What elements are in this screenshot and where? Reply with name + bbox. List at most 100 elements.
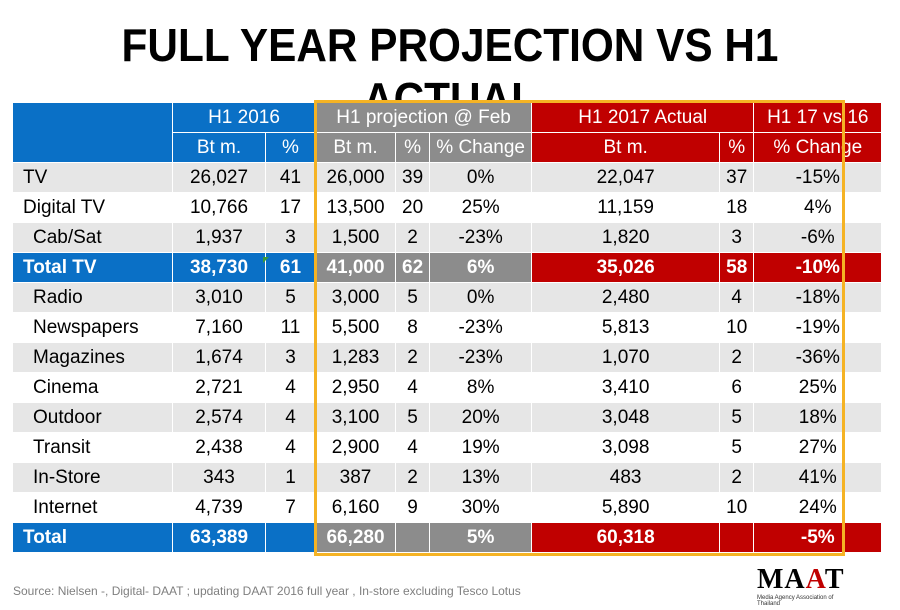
- cell-proj-bt: 2,950: [315, 372, 396, 403]
- cell-h16-bt: 26,027: [172, 162, 266, 193]
- media-spend-table-wrap: H1 2016 H1 projection @ Feb H1 2017 Actu…: [12, 102, 883, 553]
- cell-h16-bt: 3,010: [172, 282, 266, 313]
- cell-proj-change: 25%: [429, 192, 533, 223]
- cell-act-pct: 2: [719, 462, 755, 493]
- table-total-row: Total 63,389 66,280 5% 60,318 -5%: [12, 522, 883, 553]
- cell-proj-change: -23%: [429, 222, 533, 253]
- cell-act-pct: 10: [719, 312, 755, 343]
- table-total-row: Total TV 38,730 61 41,000 62 6% 35,026 58 -10%: [12, 252, 883, 283]
- row-label: Total TV: [12, 252, 173, 283]
- table-row: In-Store 343 1 387 2 13% 483 2 41%: [12, 462, 883, 493]
- cell-proj-pct: 9: [394, 492, 431, 523]
- cell-h16-pct: 17: [265, 192, 316, 223]
- cell-proj-bt: 3,100: [315, 402, 396, 433]
- cell-proj-change: 6%: [429, 252, 533, 283]
- table-row: Outdoor 2,574 4 3,100 5 20% 3,048 5 18%: [12, 402, 883, 433]
- cell-proj-pct: 4: [394, 432, 431, 463]
- cell-proj-pct: 2: [394, 462, 431, 493]
- cell-proj-bt: 41,000: [315, 252, 396, 283]
- header-row-units: Bt m. % Bt m. % % Change Bt m. % % Chang…: [13, 132, 883, 163]
- header-h16-pct: %: [265, 132, 316, 163]
- header-h1-17-vs-16: H1 17 vs 16: [753, 102, 883, 133]
- cell-proj-change: 19%: [429, 432, 533, 463]
- cell-error-marker: [263, 257, 269, 263]
- cell-act-bt: 3,048: [531, 402, 721, 433]
- header-h1-2017-actual: H1 2017 Actual: [531, 102, 755, 133]
- cell-proj-change: 8%: [429, 372, 533, 403]
- table-row: Internet 4,739 7 6,160 9 30% 5,890 10 24%: [12, 492, 883, 523]
- media-spend-table: H1 2016 H1 projection @ Feb H1 2017 Actu…: [12, 102, 883, 553]
- header-proj-bt: Bt m.: [315, 132, 396, 163]
- cell-act-bt: 11,159: [531, 192, 721, 223]
- cell-proj-change: -23%: [429, 342, 533, 373]
- cell-vs-change: 41%: [753, 462, 883, 493]
- maat-logo-subtitle: Media Agency Association of Thailand: [757, 595, 834, 607]
- cell-act-bt: 5,813: [531, 312, 721, 343]
- table-row: Magazines 1,674 3 1,283 2 -23% 1,070 2 -36%: [12, 342, 883, 373]
- cell-h16-bt: 343: [172, 462, 266, 493]
- cell-act-bt: 35,026: [531, 252, 721, 283]
- row-label: Internet: [12, 492, 173, 523]
- cell-act-bt: 5,890: [531, 492, 721, 523]
- cell-vs-change: 25%: [753, 372, 883, 403]
- cell-act-bt: 483: [531, 462, 721, 493]
- cell-proj-pct: 2: [394, 342, 431, 373]
- cell-proj-pct: [394, 522, 431, 553]
- cell-act-bt: 60,318: [531, 522, 721, 553]
- cell-act-pct: 10: [719, 492, 755, 523]
- cell-proj-bt: 26,000: [315, 162, 396, 193]
- cell-act-pct: 6: [719, 372, 755, 403]
- row-label: Total: [12, 522, 173, 553]
- cell-proj-bt: 5,500: [315, 312, 396, 343]
- cell-proj-pct: 4: [394, 372, 431, 403]
- cell-vs-change: -19%: [753, 312, 883, 343]
- cell-act-pct: 5: [719, 432, 755, 463]
- cell-act-bt: 2,480: [531, 282, 721, 313]
- row-label: Cinema: [12, 372, 173, 403]
- cell-act-pct: [719, 522, 755, 553]
- row-label: Magazines: [12, 342, 173, 373]
- cell-h16-pct: 41: [265, 162, 316, 193]
- row-label: In-Store: [12, 462, 173, 493]
- header-proj-change: % Change: [429, 132, 533, 163]
- cell-proj-pct: 62: [394, 252, 431, 283]
- cell-act-bt: 3,098: [531, 432, 721, 463]
- cell-act-pct: 4: [719, 282, 755, 313]
- page-title: FULL YEAR PROJECTION VS H1 ACTUAL: [121, 19, 779, 125]
- cell-act-pct: 18: [719, 192, 755, 223]
- header-h16-bt: Bt m.: [172, 132, 266, 163]
- cell-h16-pct: 5: [265, 282, 316, 313]
- table-row: Newspapers 7,160 11 5,500 8 -23% 5,813 10 -19%: [12, 312, 883, 343]
- table-row: Transit 2,438 4 2,900 4 19% 3,098 5 27%: [12, 432, 883, 463]
- header-h1-2016: H1 2016: [172, 102, 316, 133]
- cell-vs-change: 24%: [753, 492, 883, 523]
- cell-act-bt: 1,070: [531, 342, 721, 373]
- header-act-pct: %: [719, 132, 755, 163]
- cell-h16-pct: 11: [265, 312, 316, 343]
- table-row: Radio 3,010 5 3,000 5 0% 2,480 4 -18%: [12, 282, 883, 313]
- row-label: TV: [12, 162, 173, 193]
- cell-h16-pct: 4: [265, 432, 316, 463]
- cell-h16-pct: 4: [265, 402, 316, 433]
- cell-proj-change: 20%: [429, 402, 533, 433]
- cell-proj-pct: 5: [394, 282, 431, 313]
- cell-vs-change: -15%: [753, 162, 883, 193]
- cell-act-pct: 5: [719, 402, 755, 433]
- cell-proj-bt: 2,900: [315, 432, 396, 463]
- cell-act-bt: 3,410: [531, 372, 721, 403]
- cell-h16-bt: 4,739: [172, 492, 266, 523]
- table-row: TV 26,027 41 26,000 39 0% 22,047 37 -15%: [12, 162, 883, 193]
- cell-proj-pct: 8: [394, 312, 431, 343]
- cell-proj-pct: 20: [394, 192, 431, 223]
- header-vs-change: % Change: [753, 132, 883, 163]
- header-row-groups: H1 2016 H1 projection @ Feb H1 2017 Actu…: [12, 102, 883, 163]
- table-row: Cinema 2,721 4 2,950 4 8% 3,410 6 25%: [12, 372, 883, 403]
- cell-proj-bt: 1,500: [315, 222, 396, 253]
- row-label: Cab/Sat: [12, 222, 173, 253]
- cell-h16-pct: 1: [265, 462, 316, 493]
- row-label: Radio: [12, 282, 173, 313]
- maat-logo-wordmark: MAAT: [757, 564, 845, 595]
- row-label: Outdoor: [12, 402, 173, 433]
- cell-act-pct: 37: [719, 162, 755, 193]
- row-label: Digital TV: [12, 192, 173, 223]
